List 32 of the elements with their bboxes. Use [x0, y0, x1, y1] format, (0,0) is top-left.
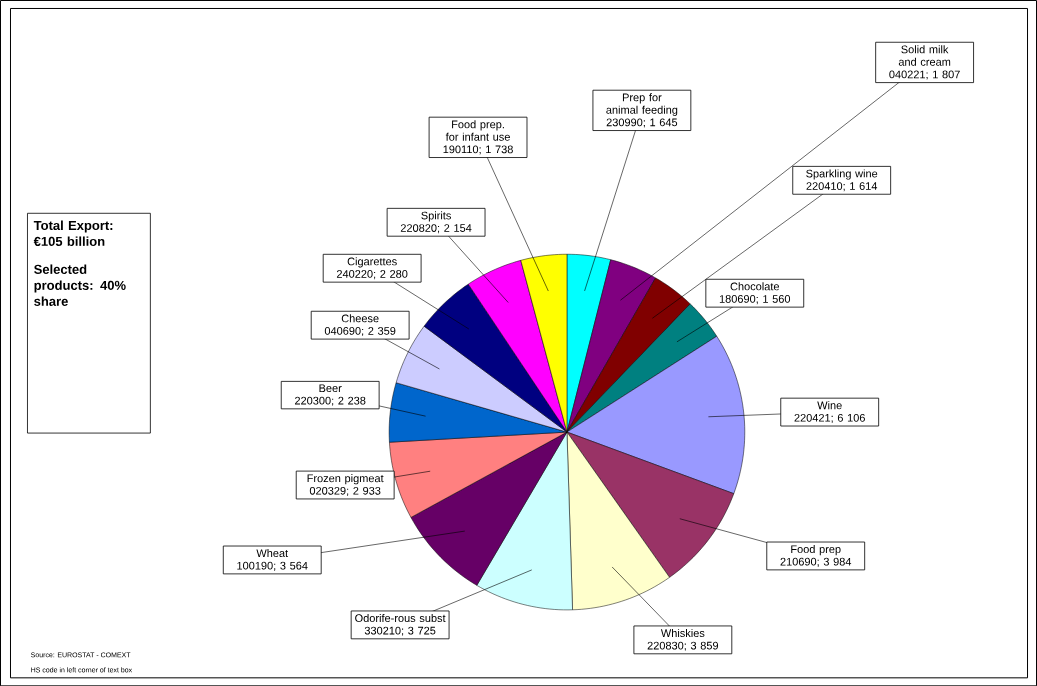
- data-label: 040690; 2 359: [324, 326, 396, 336]
- slice-label: Whiskies: [660, 628, 705, 637]
- data-label: 040221; 1 807: [889, 70, 960, 80]
- data-label: 220830; 3 859: [647, 641, 719, 651]
- slice-label: Cheese: [341, 314, 379, 323]
- data-label: 220410; 1 614: [806, 182, 878, 192]
- data-label: 210690; 3 984: [780, 557, 852, 567]
- slice-label: Sparkling wine: [806, 169, 878, 180]
- data-label: 330210; 3 725: [364, 626, 436, 636]
- text: Total Export: €105 billion: [33, 220, 113, 246]
- slice-label: Spirits: [421, 211, 451, 222]
- slice-label: Wheat: [256, 548, 289, 557]
- data-label: 220300; 2 238: [294, 396, 366, 406]
- data-label: 190110; 1 738: [443, 145, 513, 155]
- data-label: 180690; 1 560: [719, 294, 791, 304]
- slice-label: Wine: [817, 401, 842, 410]
- slice-label: Food prep. for infant use: [445, 120, 510, 141]
- data-label: 230990; 1 645: [606, 118, 678, 128]
- slice-label: Solid milk and cream: [898, 45, 951, 66]
- slice-label: Beer: [319, 384, 342, 392]
- data-label: 220421; 6 106: [794, 413, 865, 423]
- slice-label: Cigarettes: [347, 257, 397, 268]
- slice-label: Odorife-rous subst: [355, 613, 446, 622]
- slice-label: Frozen pigmeat: [307, 473, 384, 485]
- slice-label: Chocolate: [730, 282, 780, 291]
- data-label: 240220; 2 280: [336, 269, 408, 280]
- text: Selected products: 40% share: [34, 264, 126, 306]
- data-label: 020329; 2 933: [309, 486, 381, 496]
- data-label: 220820; 2 154: [400, 223, 472, 234]
- slice-label: Prep for animal feeding: [606, 93, 678, 116]
- data-label: 100190; 3 564: [237, 561, 308, 571]
- slice-label: Food prep: [791, 544, 841, 556]
